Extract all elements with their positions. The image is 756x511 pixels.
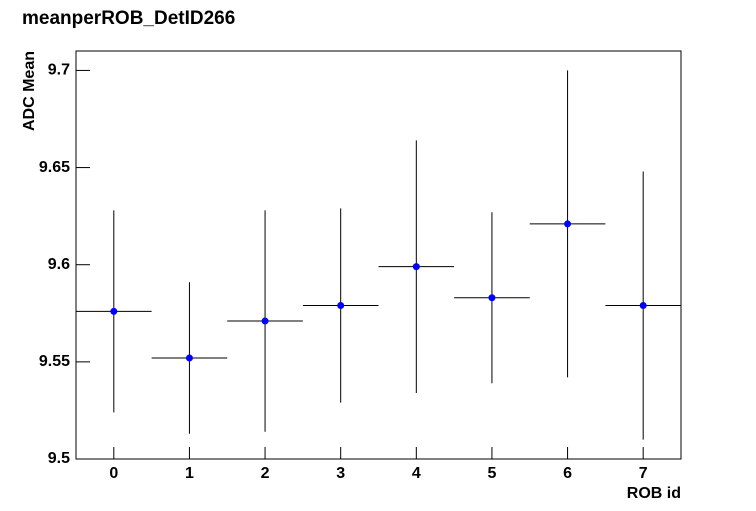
plot-frame xyxy=(75,50,682,460)
chart-title: meanperROB_DetID266 xyxy=(22,8,235,29)
x-tick-label: 6 xyxy=(563,465,572,482)
x-tick-label: 5 xyxy=(487,465,496,482)
x-tick-label: 7 xyxy=(639,465,648,482)
data-point xyxy=(488,294,496,302)
y-tick-label: 9.65 xyxy=(39,159,70,176)
x-tick-label: 4 xyxy=(412,465,421,482)
data-point xyxy=(110,307,118,315)
data-point xyxy=(261,317,269,325)
data-point xyxy=(185,354,193,362)
x-tick-label: 1 xyxy=(185,465,194,482)
y-tick-label: 9.5 xyxy=(48,450,70,467)
x-tick-label: 3 xyxy=(336,465,345,482)
y-axis-label: ADC Mean xyxy=(21,51,38,131)
x-tick-label: 0 xyxy=(109,465,118,482)
data-point xyxy=(564,220,572,228)
y-tick-label: 9.6 xyxy=(48,256,70,273)
data-point xyxy=(639,302,647,310)
data-point xyxy=(337,302,345,310)
x-tick-label: 2 xyxy=(261,465,270,482)
y-tick-label: 9.7 xyxy=(48,62,70,79)
x-axis-label: ROB id xyxy=(627,485,681,502)
y-tick-label: 9.55 xyxy=(39,353,70,370)
data-point xyxy=(412,263,420,271)
